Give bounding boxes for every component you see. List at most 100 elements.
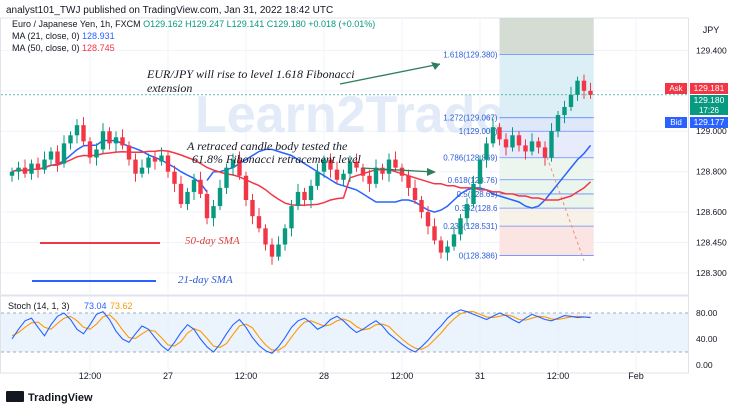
candle-body <box>42 159 47 170</box>
candle-body <box>542 147 548 158</box>
candle-body <box>139 167 145 174</box>
candle-body <box>224 167 229 188</box>
candle-body <box>172 171 177 184</box>
y-tick-label: 129.000 <box>696 126 727 136</box>
target-note-line2: extension <box>147 81 193 95</box>
currency-label: JPY <box>703 25 720 35</box>
candle-body <box>165 155 171 172</box>
stoch-y-tick-label: 0.00 <box>696 360 713 370</box>
candle-body <box>445 246 450 253</box>
candle-body <box>68 135 73 144</box>
candle-body <box>126 145 132 160</box>
candle-body <box>302 191 307 201</box>
candle-body <box>497 127 502 140</box>
candle-body <box>516 135 522 146</box>
retrace-arrow-head <box>427 168 436 176</box>
ask-price-tag <box>690 83 728 94</box>
candle-body <box>360 167 366 176</box>
candle-body <box>458 218 463 235</box>
sma50-note: 50-day SMA <box>185 235 240 247</box>
bid-tag <box>665 117 687 128</box>
retrace-note-line1: A retraced candle body tested the <box>187 139 348 153</box>
y-tick-label: 128.600 <box>696 207 727 217</box>
candle-body <box>380 167 385 174</box>
ohlc-values: O129.162 H129.247 L129.141 C129.180 +0.0… <box>143 19 376 29</box>
candle-body <box>152 157 158 162</box>
bid-label: Bid <box>670 118 682 127</box>
y-tick-label: 128.450 <box>696 237 727 247</box>
candle-body <box>347 161 353 174</box>
stoch-d-line <box>11 311 591 351</box>
fib-level-label: 0.5(128.69) <box>457 190 498 199</box>
candle-body <box>113 137 119 144</box>
tradingview-mark-icon <box>6 391 24 402</box>
fib-level-label: 1(129.000) <box>459 127 498 136</box>
candle-body <box>289 206 294 229</box>
candle-body <box>412 187 418 201</box>
ma21-value: 128.931 <box>82 31 115 41</box>
candle-body <box>22 167 28 174</box>
fib-level-label: 0.382(128.6 <box>455 204 498 213</box>
ma21-legend: MA (21, close, 0) 128.931 <box>12 31 115 41</box>
target-note-line1: EUR/JPY will rise to level 1.618 Fibonac… <box>147 67 355 81</box>
candle-body <box>204 193 210 219</box>
candle-body <box>159 155 164 162</box>
candle-body <box>315 171 320 186</box>
x-tick-label: 31 <box>475 371 485 381</box>
y-tick-label: 129.400 <box>696 45 727 55</box>
candle-body <box>406 175 411 188</box>
candle-body <box>308 185 314 201</box>
symbol-legend: Euro / Japanese Yen, 1h, FXCM O129.162 H… <box>12 19 375 29</box>
candle-body <box>549 131 554 158</box>
fib-band <box>499 117 594 132</box>
candle-body <box>510 135 515 148</box>
ask-price: 129.181 <box>694 83 725 93</box>
fib-level-label: 0.236(128.531) <box>443 222 498 231</box>
x-tick-label: 12:00 <box>391 371 414 381</box>
candle-body <box>55 151 60 164</box>
candle-body <box>373 167 379 184</box>
last-price-tag <box>690 95 728 115</box>
ask-tag <box>665 83 687 94</box>
ma50-legend: MA (50, close, 0) 128.745 <box>12 43 115 53</box>
x-tick-label: Feb <box>628 371 644 381</box>
candle-body <box>230 159 236 168</box>
symbol-name: Euro / Japanese Yen, 1h, FXCM <box>12 19 141 29</box>
candle-body <box>217 187 223 207</box>
candle-body <box>568 94 574 107</box>
fib-band <box>499 157 594 180</box>
candle-body <box>477 159 483 184</box>
candle-body <box>393 159 398 168</box>
candle-body <box>503 139 509 148</box>
candle-body <box>185 191 190 205</box>
last-price: 129.180 <box>694 95 725 105</box>
candle-body <box>87 141 93 158</box>
candle-body <box>386 159 392 174</box>
candle-body <box>263 228 268 245</box>
stoch-k-value: 73.04 <box>84 301 107 311</box>
candle-body <box>107 131 112 144</box>
candle-body <box>191 179 197 192</box>
candle-body <box>94 149 99 158</box>
y-tick-label: 128.800 <box>696 167 727 177</box>
bar-countdown: 17:26 <box>699 106 720 115</box>
x-tick-label: 28 <box>319 371 329 381</box>
candle-body <box>198 179 203 194</box>
bid-price: 129.177 <box>694 117 725 127</box>
fib-level-label: 0.786(128.869) <box>443 154 498 163</box>
sma21-note: 21-day SMA <box>178 274 233 286</box>
candle-body <box>61 143 67 164</box>
fib-trend-dashed <box>544 151 585 261</box>
ma21-line <box>213 144 592 213</box>
candle-body <box>237 159 242 176</box>
candle-body <box>256 216 262 229</box>
x-tick-label: 12:00 <box>235 371 258 381</box>
candle-body <box>243 175 249 201</box>
candle-body <box>48 151 54 160</box>
y-tick-label: 128.300 <box>696 268 727 278</box>
fib-level-label: 1.618(129.380) <box>443 50 498 59</box>
candle-body <box>536 141 541 148</box>
candle-body <box>295 191 301 207</box>
